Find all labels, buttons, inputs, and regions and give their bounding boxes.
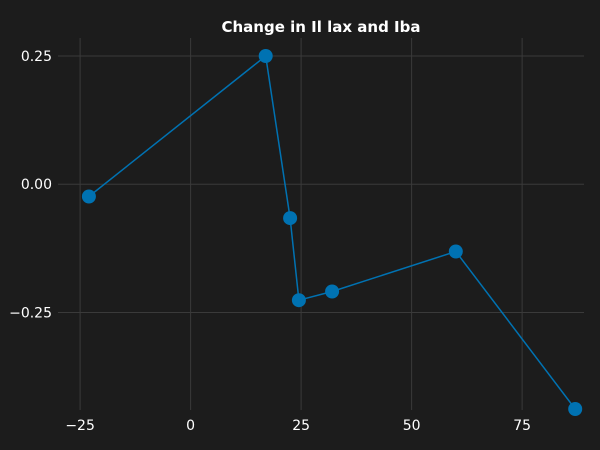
data-point (81, 189, 96, 204)
data-point (568, 402, 583, 416)
tick-labels: −25 0 25 50 75 0.25 0.00 −0.25 (9, 49, 531, 434)
x-tick-label: −25 (65, 418, 95, 434)
chart-title: Change in Il lax and Iba (222, 18, 421, 36)
x-tick-label: 75 (513, 418, 531, 434)
y-tick-label: 0.00 (21, 177, 52, 193)
data-point (291, 293, 306, 308)
x-tick-label: 50 (403, 418, 421, 434)
data-point (448, 244, 463, 259)
grid (58, 38, 584, 410)
series (81, 49, 583, 416)
y-tick-label: 0.25 (21, 49, 52, 65)
x-tick-label: 25 (292, 418, 310, 434)
data-point (325, 284, 340, 299)
data-point (258, 49, 273, 63)
data-point (283, 211, 298, 226)
x-tick-label: 0 (186, 418, 195, 434)
y-tick-label: −0.25 (9, 306, 52, 322)
